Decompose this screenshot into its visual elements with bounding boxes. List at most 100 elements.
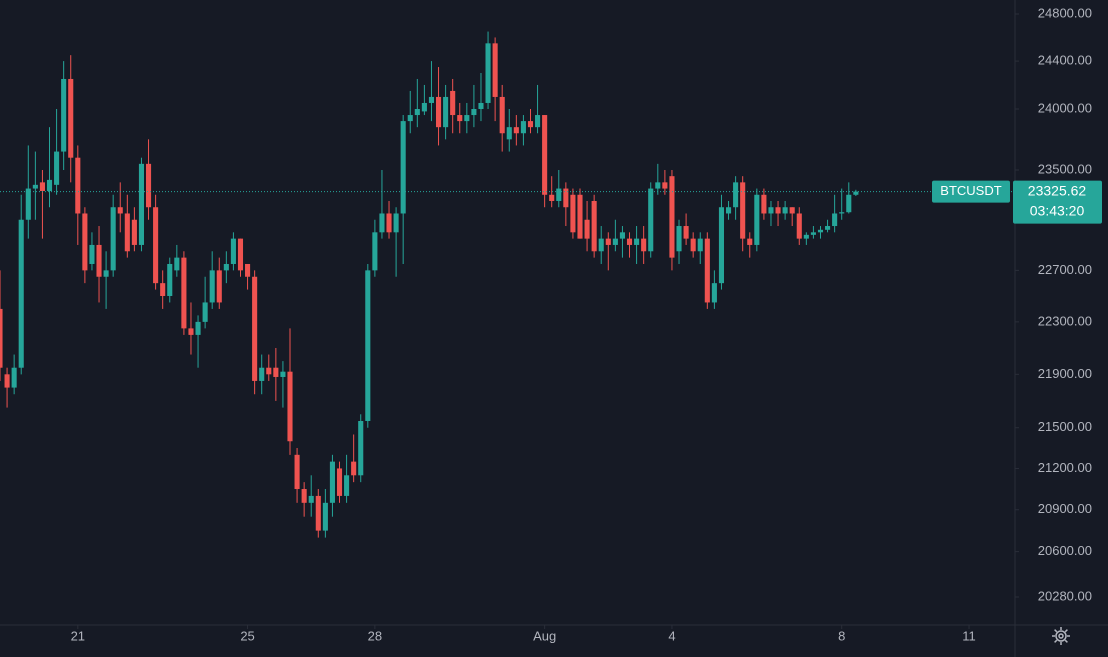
candle-body	[181, 257, 187, 329]
y-tick-label: 24800.00	[1038, 5, 1092, 20]
candle-body	[711, 283, 717, 303]
candle-body	[287, 371, 293, 442]
candle-body	[796, 213, 802, 239]
candle-body	[648, 188, 654, 252]
y-tick-label: 21900.00	[1038, 366, 1092, 381]
candle-body	[605, 238, 611, 245]
candle-body	[513, 127, 519, 134]
candle-body	[32, 184, 38, 189]
candle-body	[478, 102, 484, 109]
candle-body	[393, 213, 399, 233]
candle-body	[82, 213, 88, 271]
candle-body	[344, 475, 350, 496]
price-label-bg	[1013, 180, 1102, 224]
candle-body	[662, 182, 668, 189]
settings-icon[interactable]	[1052, 627, 1070, 645]
candle-body	[400, 121, 406, 214]
x-tick-label: 8	[838, 628, 845, 643]
candle-body	[209, 270, 215, 303]
candle-body	[527, 121, 534, 128]
candle-body	[237, 238, 244, 271]
candle-body	[570, 194, 576, 233]
candle-body	[259, 367, 265, 381]
symbol-label: BTCUSDT	[940, 183, 1001, 198]
candle-body	[39, 182, 45, 192]
candle-body	[832, 213, 838, 227]
y-tick-label: 21200.00	[1038, 460, 1092, 475]
candle-body	[4, 374, 10, 388]
candle-body	[131, 219, 137, 245]
candle-body	[450, 90, 456, 116]
candle-body	[428, 96, 435, 103]
candle-body	[761, 194, 767, 214]
candle-body	[301, 489, 307, 503]
candle-body	[626, 238, 633, 245]
y-tick-label: 20600.00	[1038, 543, 1092, 558]
candle-body	[825, 226, 831, 230]
candle-body	[839, 212, 845, 214]
candle-body	[718, 207, 725, 284]
candle-body	[853, 191, 859, 195]
candle-body	[733, 182, 739, 208]
candle-body	[117, 207, 123, 214]
candle-body	[230, 238, 236, 264]
candle-body	[407, 115, 413, 122]
candle-body	[202, 302, 208, 322]
candle-body	[421, 102, 427, 112]
candle-body	[775, 207, 781, 214]
candle-body	[499, 96, 505, 134]
candle-body	[294, 454, 300, 490]
y-tick-label: 24000.00	[1038, 100, 1092, 115]
candle-body	[372, 232, 378, 271]
candle-body	[697, 238, 703, 252]
candle-body	[351, 461, 357, 476]
candle-body	[11, 367, 17, 388]
candle-body	[535, 115, 541, 128]
candle-body	[634, 238, 640, 245]
candle-body	[322, 502, 328, 531]
x-tick-label: 25	[240, 628, 254, 643]
candle-body	[549, 194, 555, 201]
candle-body	[145, 163, 152, 208]
candle-body	[704, 238, 710, 303]
candle-body	[740, 182, 746, 239]
candle-body	[110, 207, 116, 271]
candle-body	[96, 244, 102, 277]
candle-body	[336, 468, 343, 496]
countdown-label: 03:43:20	[1030, 202, 1085, 218]
candle-body	[435, 96, 442, 128]
candle-body	[577, 194, 583, 239]
candle-body	[167, 263, 173, 297]
y-tick-label: 20900.00	[1038, 501, 1092, 516]
y-tick-label: 24400.00	[1038, 53, 1092, 68]
candle-body	[46, 179, 53, 192]
candle-body	[174, 257, 180, 271]
candle-body	[817, 229, 824, 233]
candle-body	[810, 232, 816, 235]
candle-body	[75, 157, 81, 214]
candle-body	[492, 43, 498, 97]
candle-body	[379, 213, 385, 233]
candle-body	[266, 367, 272, 375]
candle-body	[747, 238, 753, 245]
candle-body	[245, 263, 251, 277]
candle-body	[506, 127, 512, 140]
candle-body	[782, 207, 788, 214]
candle-body	[619, 232, 625, 239]
gear-outer	[1055, 630, 1067, 642]
candle-body	[563, 188, 569, 208]
candle-body	[280, 371, 286, 377]
candle-body	[103, 270, 109, 277]
candle-body	[188, 328, 194, 335]
candle-body	[768, 207, 774, 214]
candle-body	[846, 194, 852, 213]
candle-body	[138, 163, 145, 245]
y-tick-label: 20280.00	[1038, 588, 1092, 603]
candle-body	[153, 207, 159, 284]
candle-body	[655, 182, 661, 189]
candle-body	[195, 321, 201, 335]
candle-body	[252, 276, 258, 381]
